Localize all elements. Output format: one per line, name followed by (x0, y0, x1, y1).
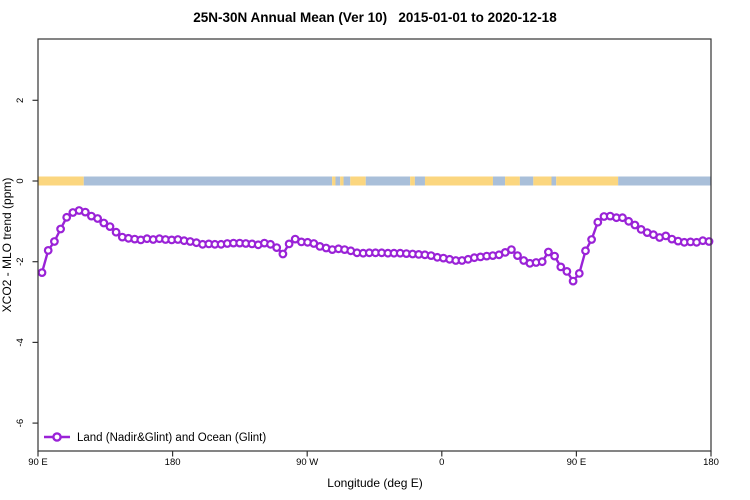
x-tick-label: 180 (165, 457, 181, 468)
band-segment-ocean (365, 176, 411, 186)
data-point-marker (111, 227, 121, 237)
data-point-marker (562, 267, 572, 276)
data-point-marker (99, 218, 109, 228)
data-point-marker (56, 224, 65, 234)
y-tick-label: -4 (15, 338, 26, 346)
data-point-marker (574, 269, 584, 278)
data-point-marker (587, 235, 596, 244)
data-point-marker (581, 246, 590, 256)
data-point-marker (93, 214, 102, 223)
x-tick-label: 90 E (28, 457, 48, 468)
x-tick-label: 180 (703, 457, 719, 468)
plot-border (37, 38, 712, 452)
band-segment-land (350, 176, 366, 186)
y-tick-label: 2 (15, 98, 26, 103)
x-axis-title: Longitude (deg E) (327, 476, 422, 490)
land-ocean-band (38, 176, 711, 186)
data-point-marker (568, 276, 578, 286)
y-tick-label: -2 (15, 257, 26, 265)
data-point-marker (556, 262, 566, 272)
data-point-marker (278, 249, 288, 259)
band-segment-land (556, 176, 619, 186)
data-point-marker (37, 268, 47, 278)
legend-label: Land (Nadir&Glint) and Ocean (Glint) (77, 432, 266, 444)
band-segment-land (533, 176, 552, 186)
data-series (37, 206, 714, 286)
y-tick-label: 0 (15, 178, 26, 183)
band-segment-land (340, 176, 344, 186)
band-segment-ocean (83, 176, 333, 186)
data-point-marker (550, 251, 559, 261)
legend-marker-icon (52, 432, 62, 442)
data-point-marker (80, 207, 90, 217)
band-segment-ocean (414, 176, 425, 186)
legend: Land (Nadir&Glint) and Ocean (Glint) (44, 432, 266, 444)
band-segment-land (424, 176, 493, 186)
y-tick-label: -6 (15, 419, 26, 427)
band-segment-ocean (551, 176, 557, 186)
series-line (40, 209, 711, 283)
data-point-marker (105, 222, 115, 232)
band-segment-ocean (343, 176, 351, 186)
data-point-marker (50, 237, 59, 246)
data-point-marker (630, 220, 640, 230)
data-point-marker (593, 217, 603, 227)
x-tick-label: 0 (439, 457, 444, 468)
x-tick-label: 90 E (567, 457, 587, 468)
data-point-marker (513, 251, 522, 261)
band-segment-ocean (618, 176, 711, 186)
data-point-marker (43, 245, 53, 255)
band-segment-land (410, 176, 415, 186)
chart-title: 25N-30N Annual Mean (Ver 10) 2015-01-01 … (193, 10, 557, 25)
band-segment-ocean (492, 176, 506, 186)
data-point-marker (507, 245, 516, 255)
data-point-marker (544, 247, 553, 257)
data-point-marker (537, 257, 547, 267)
axes: 90 E 180 90 W 0 90 E 180 2 0 -2 -4 -6 (15, 98, 719, 468)
data-point-marker (284, 239, 294, 249)
band-segment-land (505, 176, 520, 186)
band-segment-ocean (335, 176, 341, 186)
band-segment-ocean (519, 176, 534, 186)
y-axis-title: XCO2 - MLO trend (ppm) (0, 178, 14, 313)
data-point-marker (62, 212, 72, 222)
x-tick-label: 90 W (296, 457, 318, 468)
band-segment-land (332, 176, 336, 186)
band-segment-land (38, 176, 84, 186)
data-point-marker (618, 213, 627, 223)
data-point-marker (624, 216, 634, 226)
data-point-marker (272, 243, 282, 253)
